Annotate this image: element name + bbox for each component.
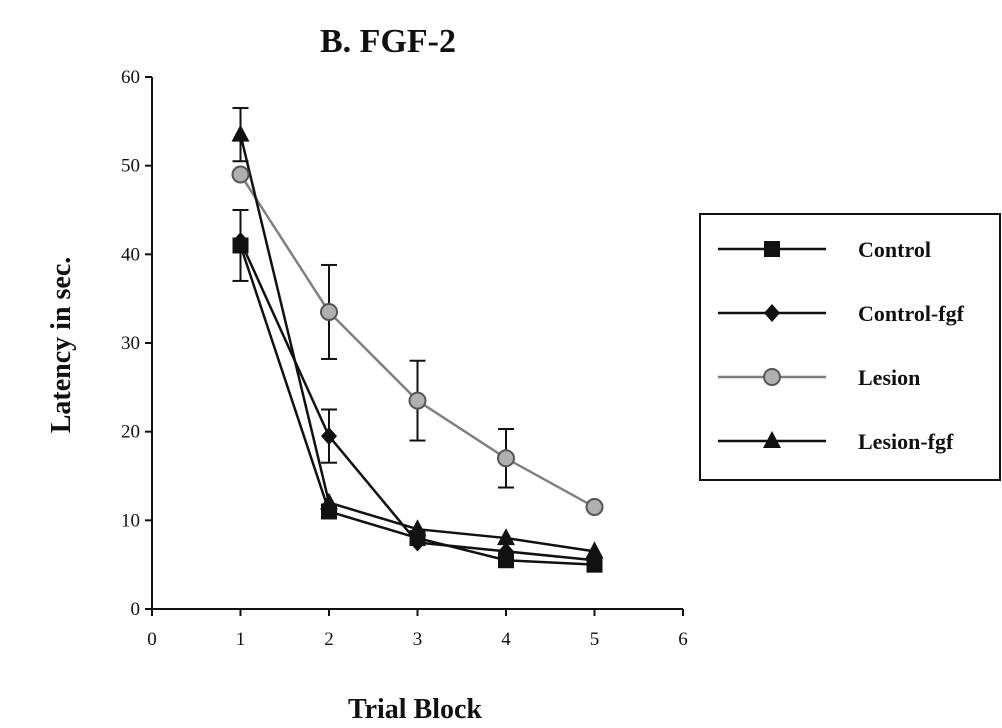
marker-circle	[585, 498, 604, 517]
x-tick-label: 1	[236, 629, 246, 650]
y-tick-label: 60	[121, 67, 140, 88]
legend-label: Control	[858, 237, 931, 262]
marker-circle	[320, 302, 338, 321]
y-tick-label: 20	[121, 422, 140, 443]
marker-diamond	[232, 232, 249, 251]
marker-triangle	[585, 541, 604, 559]
legend-label: Control-fgf	[858, 301, 965, 326]
marker-diamond	[409, 533, 426, 552]
y-axis-title: Latency in sec.	[46, 257, 77, 434]
x-tick-label: 0	[147, 629, 157, 650]
legend: Control Control-fgf Lesion Lesion-fgf	[699, 213, 1001, 481]
marker-triangle	[497, 528, 515, 546]
legend-marker-triangle	[763, 431, 781, 448]
y-tick-label: 50	[121, 156, 140, 177]
axis-ticks: 0 10 20 30 40 50 60 0 1 2 3 4 5 6	[121, 67, 688, 650]
x-tick-label: 6	[678, 629, 688, 650]
series-line-lesion	[239, 173, 596, 509]
marker-diamond	[498, 542, 514, 561]
series-markers	[231, 124, 604, 573]
series-lines	[239, 134, 596, 566]
marker-diamond	[321, 427, 337, 446]
x-tick-label: 3	[413, 629, 423, 650]
y-tick-label: 40	[121, 244, 140, 265]
legend-box	[699, 213, 1001, 481]
legend-marker-diamond	[764, 304, 780, 322]
y-tick-label: 30	[121, 333, 140, 354]
legend-marker-square	[764, 241, 780, 257]
marker-triangle	[408, 519, 427, 537]
legend-items: Control Control-fgf Lesion Lesion-fgf	[718, 237, 965, 454]
x-tick-label: 2	[324, 629, 334, 650]
x-tick-label: 5	[590, 629, 600, 650]
marker-circle	[408, 391, 427, 410]
chart-title: B. FGF-2	[320, 23, 456, 60]
marker-triangle	[231, 124, 250, 142]
series-line-lesion-fgf	[239, 134, 595, 553]
marker-triangle	[320, 492, 338, 510]
x-tick-label: 4	[501, 629, 511, 650]
marker-circle	[231, 165, 250, 184]
error-bars	[232, 107, 514, 489]
y-tick-label: 10	[121, 510, 140, 531]
legend-marker-circle	[763, 368, 781, 386]
marker-circle	[497, 449, 515, 468]
legend-label: Lesion-fgf	[858, 429, 954, 454]
legend-label: Lesion	[858, 365, 920, 390]
y-tick-label: 0	[131, 599, 141, 620]
x-axis-title: Trial Block	[348, 694, 482, 725]
